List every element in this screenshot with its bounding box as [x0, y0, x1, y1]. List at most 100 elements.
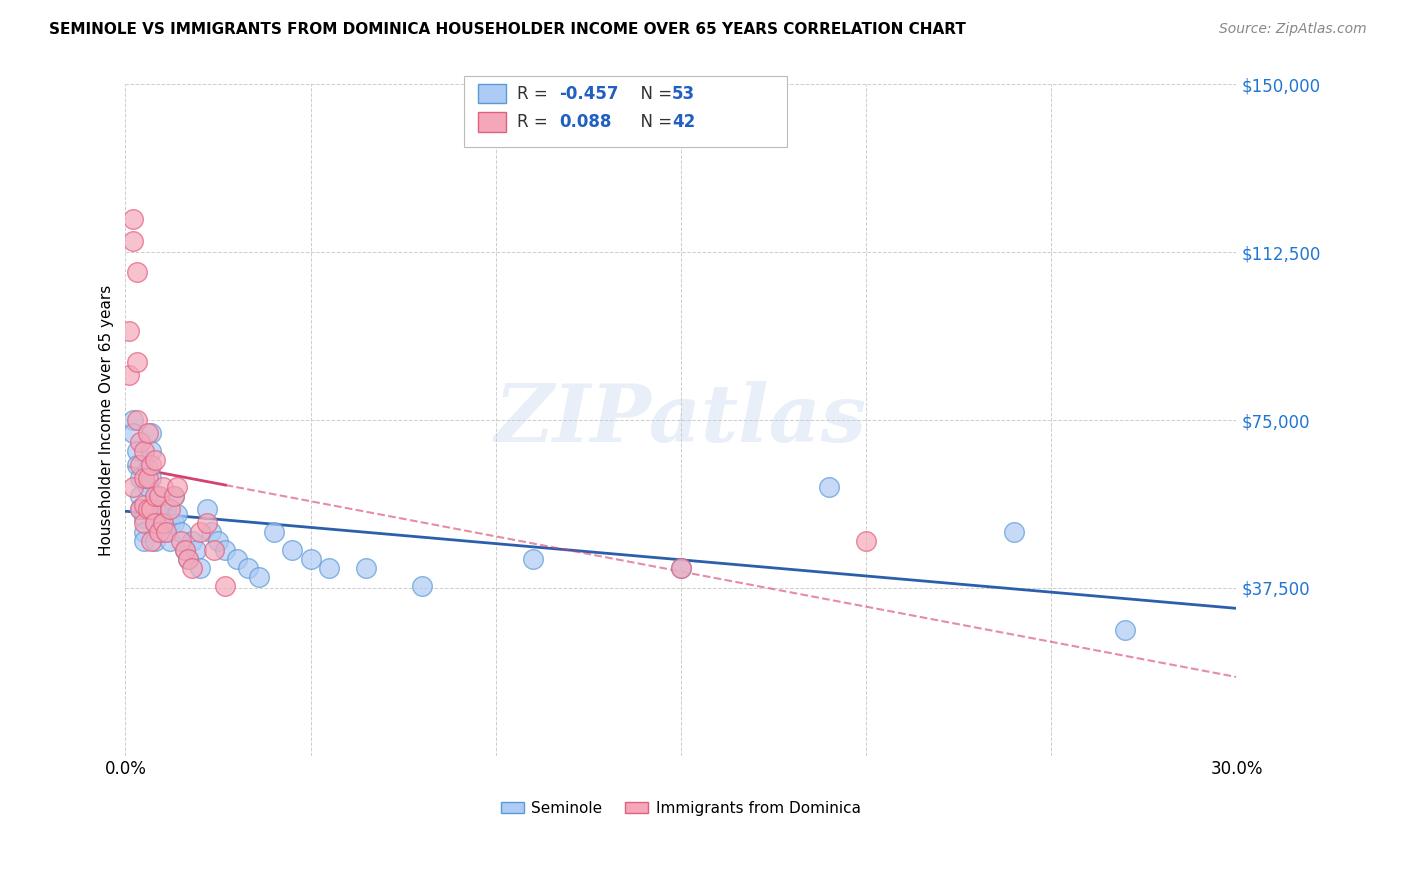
Point [170, 533, 193, 548]
Point [170, 524, 193, 539]
Point [318, 560, 340, 574]
Point [855, 533, 877, 548]
Point [148, 507, 170, 521]
Point [129, 435, 152, 450]
Point [132, 524, 155, 539]
Text: 42: 42 [672, 113, 696, 131]
Point [354, 560, 377, 574]
Point [141, 471, 163, 485]
Point [129, 502, 152, 516]
Point [136, 502, 159, 516]
Point [200, 524, 222, 539]
Point [411, 578, 433, 592]
Point [155, 502, 177, 516]
Point [152, 498, 174, 512]
Point [129, 502, 152, 516]
Point [125, 355, 148, 369]
Point [148, 489, 170, 503]
Point [143, 516, 166, 530]
Point [669, 560, 692, 574]
Point [136, 426, 159, 441]
Point [141, 533, 163, 548]
Point [125, 413, 148, 427]
Text: 53: 53 [672, 85, 695, 103]
Point [162, 516, 184, 530]
Point [177, 551, 200, 566]
Point [236, 560, 259, 574]
Text: 0.088: 0.088 [560, 113, 612, 131]
Point [129, 489, 152, 503]
Point [202, 542, 225, 557]
Point [155, 524, 177, 539]
Point [173, 542, 195, 557]
Point [122, 234, 145, 248]
Legend: Seminole, Immigrants from Dominica: Seminole, Immigrants from Dominica [495, 795, 868, 822]
Point [152, 516, 174, 530]
Point [166, 507, 188, 521]
Point [522, 551, 544, 566]
Point [141, 502, 163, 516]
Point [122, 211, 145, 226]
Point [162, 489, 184, 503]
Point [132, 471, 155, 485]
Point [188, 560, 211, 574]
Point [125, 444, 148, 458]
Text: N =: N = [630, 85, 678, 103]
Point [299, 551, 322, 566]
Point [281, 542, 304, 557]
Point [1114, 624, 1136, 638]
Point [118, 324, 141, 338]
Point [129, 471, 152, 485]
Text: SEMINOLE VS IMMIGRANTS FROM DOMINICA HOUSEHOLDER INCOME OVER 65 YEARS CORRELATIO: SEMINOLE VS IMMIGRANTS FROM DOMINICA HOU… [49, 22, 966, 37]
Point [141, 458, 163, 472]
Point [122, 426, 145, 441]
Text: Source: ZipAtlas.com: Source: ZipAtlas.com [1219, 22, 1367, 37]
Point [143, 516, 166, 530]
Point [125, 458, 148, 472]
Point [166, 480, 188, 494]
Point [818, 480, 841, 494]
Point [148, 489, 170, 503]
Point [136, 462, 159, 476]
Point [263, 524, 285, 539]
Point [132, 511, 155, 525]
Point [159, 516, 181, 530]
Point [132, 533, 155, 548]
Point [247, 569, 270, 583]
Point [225, 551, 247, 566]
Point [159, 502, 181, 516]
Point [143, 502, 166, 516]
Point [214, 542, 236, 557]
Point [125, 265, 148, 279]
Point [195, 502, 218, 516]
Point [214, 578, 236, 592]
Point [188, 524, 211, 539]
Point [141, 426, 163, 441]
Text: N =: N = [630, 113, 678, 131]
Point [136, 471, 159, 485]
Point [173, 542, 195, 557]
Point [129, 458, 152, 472]
Point [1002, 524, 1025, 539]
Point [132, 444, 155, 458]
Point [148, 524, 170, 539]
Point [207, 533, 229, 548]
Text: -0.457: -0.457 [560, 85, 619, 103]
Point [162, 489, 184, 503]
Y-axis label: Householder Income Over 65 years: Householder Income Over 65 years [100, 285, 114, 556]
Point [669, 560, 692, 574]
Point [181, 533, 204, 548]
Point [177, 551, 200, 566]
Point [159, 533, 181, 548]
Point [132, 498, 155, 512]
Point [152, 480, 174, 494]
Point [143, 533, 166, 548]
Point [152, 516, 174, 530]
Point [122, 480, 145, 494]
Text: R =: R = [517, 113, 558, 131]
Point [143, 453, 166, 467]
Point [155, 524, 177, 539]
Point [181, 560, 204, 574]
Point [118, 368, 141, 383]
Point [141, 444, 163, 458]
